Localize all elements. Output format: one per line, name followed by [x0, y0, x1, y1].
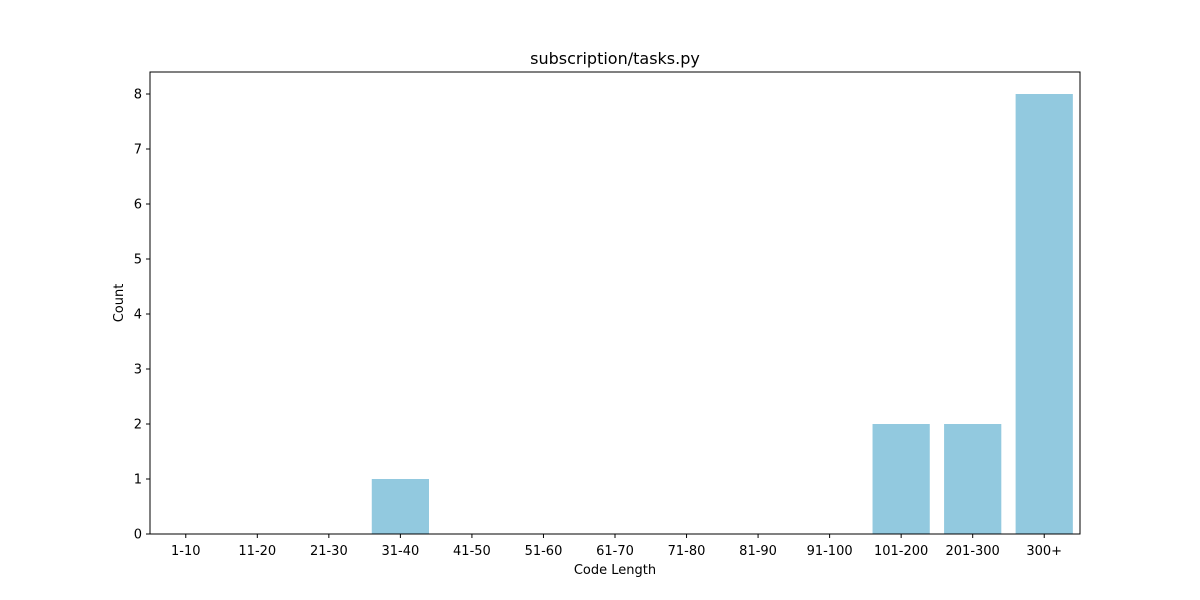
x-tick-label: 21-30 [310, 544, 348, 559]
y-axis-label: Count [112, 284, 127, 323]
x-tick-label: 61-70 [596, 544, 634, 559]
y-tick-label: 6 [134, 198, 142, 213]
x-tick-label: 51-60 [525, 544, 563, 559]
x-axis-label: Code Length [574, 563, 656, 578]
x-tick-label: 201-300 [946, 544, 1000, 559]
y-tick-label: 3 [134, 363, 142, 378]
y-tick-label: 8 [134, 88, 142, 103]
x-tick-label: 71-80 [668, 544, 706, 559]
x-tick-label: 91-100 [807, 544, 853, 559]
bars [371, 94, 1073, 534]
x-tick-label: 300+ [1026, 544, 1062, 559]
x-axis: 1-10 11-20 21-30 31-40 41-50 51-60 61-70 71-80 8… [171, 534, 1062, 559]
x-tick-label: 101-200 [874, 544, 928, 559]
chart-title: subscription/tasks.py [530, 49, 700, 68]
y-tick-label: 4 [134, 308, 142, 323]
plot-frame [149, 71, 1081, 535]
y-tick-label: 1 [134, 473, 142, 488]
x-tick-label: 41-50 [453, 544, 491, 559]
x-tick-label: 81-90 [739, 544, 777, 559]
y-axis: 0 1 2 3 4 5 6 7 8 [134, 88, 150, 543]
bar-300+ [1015, 94, 1073, 534]
x-tick-label: 31-40 [381, 544, 419, 559]
x-tick-label: 11-20 [238, 544, 276, 559]
bar-31-40 [371, 479, 429, 534]
bar-201-300 [944, 424, 1002, 534]
y-tick-label: 0 [134, 528, 142, 543]
x-tick-label: 1-10 [171, 544, 201, 559]
y-tick-label: 5 [134, 253, 142, 268]
bar-101-200 [872, 424, 930, 534]
y-tick-label: 2 [134, 418, 142, 433]
y-tick-label: 7 [134, 143, 142, 158]
